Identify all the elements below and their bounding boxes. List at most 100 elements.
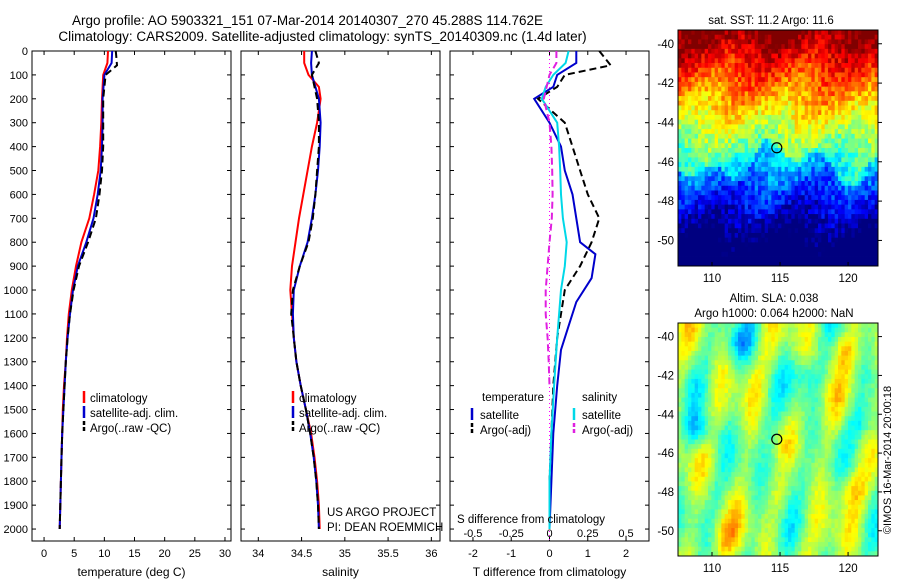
heatmap-cell [774,199,779,206]
heatmap-cell [754,360,759,366]
heatmap-cell [874,39,878,45]
heatmap-cell [684,327,689,333]
heatmap-cell [874,199,878,206]
heatmap-cell [851,199,856,206]
heatmap-cell [821,439,826,445]
heatmap-cell [794,39,799,45]
heatmap-cell [731,397,736,403]
heatmap-cell [771,323,776,329]
heatmap-cell [794,448,799,454]
heatmap-cell [754,96,759,102]
heatmap-cell [754,444,759,450]
heatmap-cell [871,148,876,154]
heatmap-cell [838,152,842,158]
heatmap-cell [861,166,866,172]
heatmap-cell [861,67,866,73]
heatmap-cell [724,30,729,36]
heatmap-cell [754,34,759,40]
heatmap-cell [804,39,809,45]
heatmap-cell [848,199,852,206]
heatmap-cell [691,218,696,224]
heatmap-cell [741,81,746,88]
heatmap-cell [844,406,849,412]
heatmap-cell [744,416,749,422]
heatmap-cell [678,63,682,69]
heatmap-cell [768,341,772,347]
heatmap-cell [708,388,712,394]
heatmap-cell [728,336,732,343]
heatmap-cell [691,185,696,191]
heatmap-cell [678,181,682,187]
heatmap-cell [848,67,852,73]
heatmap-cell [704,453,709,459]
heatmap-cell [858,44,862,50]
heatmap-cell [734,346,739,352]
heatmap-cell [804,416,809,422]
heatmap-cell [774,453,779,459]
heatmap-cell [841,209,846,215]
heatmap-cell [764,402,769,408]
heatmap-cell [711,374,716,380]
heatmap-cell [678,453,682,459]
heatmap-cell [864,218,869,224]
heatmap-cell [771,242,776,248]
heatmap-cell [871,228,876,234]
heatmap-cell [814,30,819,36]
heatmap-cell [828,430,832,436]
heatmap-cell [731,176,736,182]
heatmap-cell [838,181,842,187]
heatmap-cell [738,63,742,69]
heatmap-cell [681,256,686,262]
heatmap-cell [751,39,756,45]
heatmap-cell [768,374,772,380]
heatmap-cell [758,218,762,224]
heatmap-cell [824,388,829,394]
heatmap-cell [864,392,869,398]
heatmap-cell [791,416,796,422]
heatmap-cell [794,190,799,196]
heatmap-cell [788,214,792,220]
heatmap-cell [691,63,696,69]
heatmap-cell [701,261,706,266]
heatmap-cell [741,237,746,243]
heatmap-cell [721,388,726,394]
heatmap-cell [841,124,846,130]
x-tick-label: 20 [159,548,171,560]
heatmap-cell [718,100,722,106]
heatmap-cell [861,444,866,450]
heatmap-cell [721,341,726,347]
heatmap-cell [701,204,706,210]
heatmap-cell [781,91,786,97]
x-tick-label: 34 [252,548,264,560]
heatmap-cell [724,425,729,431]
heatmap-cell [831,53,836,59]
heatmap-cell [728,81,732,88]
heatmap-cell [834,223,839,229]
heatmap-cell [704,388,709,394]
heatmap-cell [861,195,866,201]
heatmap-cell [788,364,792,370]
heatmap-cell [808,237,812,243]
heatmap-cell [861,209,866,215]
heatmap-cell [821,364,826,370]
heatmap-cell [858,232,862,239]
heatmap-cell [781,378,786,384]
heatmap-cell [788,355,792,361]
heatmap-cell [838,332,842,338]
heatmap-cell [724,190,729,196]
heatmap-cell [788,63,792,69]
heatmap-cell [731,30,736,36]
heatmap-cell [748,420,752,426]
heatmap-cell [771,411,776,417]
heatmap-cell [698,96,702,102]
heatmap-cell [748,223,752,229]
heatmap-cell [764,439,769,445]
heatmap-cell [748,152,752,158]
heatmap-cell [748,162,752,168]
heatmap-cell [738,81,742,88]
heatmap-cell [788,129,792,135]
heatmap-cell [798,204,802,210]
heatmap-cell [798,67,802,73]
heatmap-cell [831,374,836,380]
heatmap-cell [798,199,802,206]
